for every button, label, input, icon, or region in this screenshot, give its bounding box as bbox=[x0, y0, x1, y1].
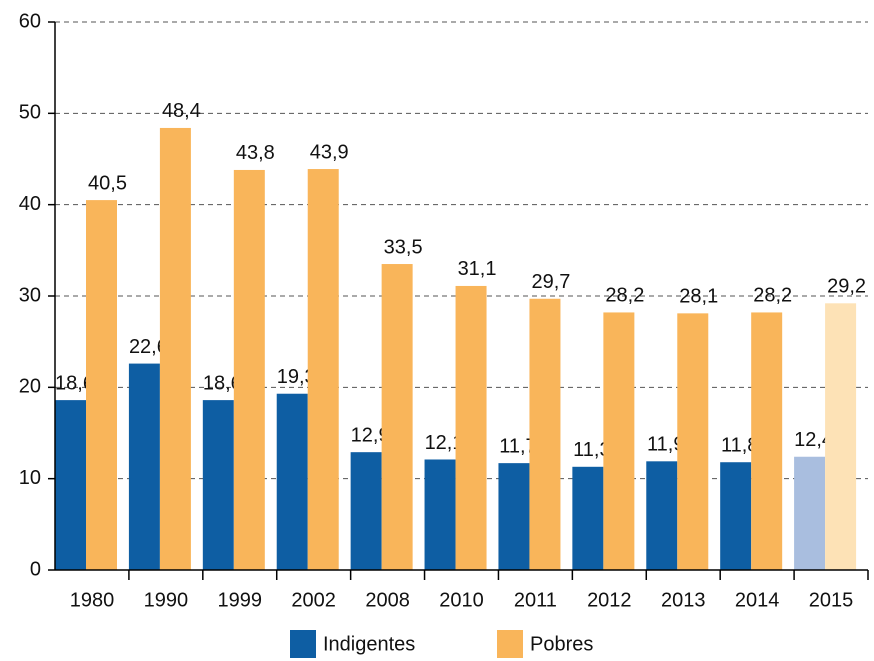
bar bbox=[498, 463, 530, 570]
value-label: 12,9 bbox=[351, 424, 390, 446]
legend-label: Pobres bbox=[530, 633, 593, 655]
bar bbox=[128, 363, 160, 570]
value-label: 12,4 bbox=[794, 429, 833, 451]
value-label: 18,6 bbox=[55, 372, 94, 394]
value-label: 28,1 bbox=[679, 286, 718, 308]
bar bbox=[572, 466, 604, 570]
x-tick-label: 2010 bbox=[439, 589, 484, 611]
x-tick-label: 1980 bbox=[70, 589, 115, 611]
value-label: 11,9 bbox=[647, 434, 684, 456]
value-label: 43,8 bbox=[236, 142, 275, 164]
x-tick-label: 1999 bbox=[218, 589, 263, 611]
y-tick-label: 10 bbox=[19, 467, 41, 489]
bar bbox=[646, 461, 678, 570]
y-tick-label: 30 bbox=[19, 284, 41, 306]
legend-swatch bbox=[497, 630, 523, 658]
bar bbox=[720, 462, 752, 570]
legend-swatch bbox=[290, 630, 316, 658]
x-tick-label: 2013 bbox=[661, 589, 706, 611]
y-tick-label: 60 bbox=[19, 10, 41, 32]
bar bbox=[86, 200, 117, 570]
value-label: 22,6 bbox=[129, 336, 168, 358]
value-label: 31,1 bbox=[458, 258, 497, 280]
x-tick-label: 2011 bbox=[514, 589, 557, 611]
x-tick-label: 2012 bbox=[587, 589, 632, 611]
value-label: 11,7 bbox=[499, 435, 536, 457]
bar bbox=[603, 312, 635, 570]
value-label: 11,3 bbox=[573, 439, 610, 461]
bar bbox=[381, 264, 413, 570]
bar bbox=[455, 285, 487, 570]
x-tick-label: 2002 bbox=[291, 589, 336, 611]
value-label: 40,5 bbox=[88, 172, 127, 194]
bar bbox=[55, 400, 86, 570]
bar bbox=[424, 459, 456, 570]
bar bbox=[751, 312, 783, 570]
y-tick-label: 0 bbox=[30, 558, 41, 580]
legend-label: Indigentes bbox=[323, 633, 415, 655]
value-label: 12,1 bbox=[425, 432, 464, 454]
bar bbox=[677, 313, 709, 570]
value-label: 29,2 bbox=[827, 276, 866, 298]
value-label: 48,4 bbox=[162, 100, 201, 122]
value-label: 33,5 bbox=[384, 236, 423, 258]
bar bbox=[529, 298, 561, 570]
value-label: 28,2 bbox=[605, 285, 644, 307]
bar bbox=[794, 456, 826, 570]
bar bbox=[202, 400, 234, 570]
value-label: 43,9 bbox=[310, 141, 349, 163]
y-tick-label: 40 bbox=[19, 193, 41, 215]
bar bbox=[159, 127, 191, 571]
x-tick-label: 2014 bbox=[735, 589, 780, 611]
bar bbox=[350, 452, 382, 570]
bar bbox=[825, 303, 857, 570]
bar bbox=[307, 169, 339, 570]
value-label: 28,2 bbox=[753, 285, 792, 307]
value-label: 29,7 bbox=[531, 271, 570, 293]
y-tick-label: 20 bbox=[19, 376, 41, 398]
value-label: 19,3 bbox=[277, 366, 316, 388]
value-label: 18,6 bbox=[203, 372, 242, 394]
y-tick-label: 50 bbox=[19, 102, 41, 124]
x-tick-label: 1990 bbox=[144, 589, 189, 611]
bar bbox=[233, 169, 265, 570]
bar bbox=[276, 393, 308, 570]
x-tick-label: 2008 bbox=[365, 589, 410, 611]
value-label: 11,8 bbox=[721, 435, 758, 457]
x-tick-label: 2015 bbox=[809, 589, 854, 611]
